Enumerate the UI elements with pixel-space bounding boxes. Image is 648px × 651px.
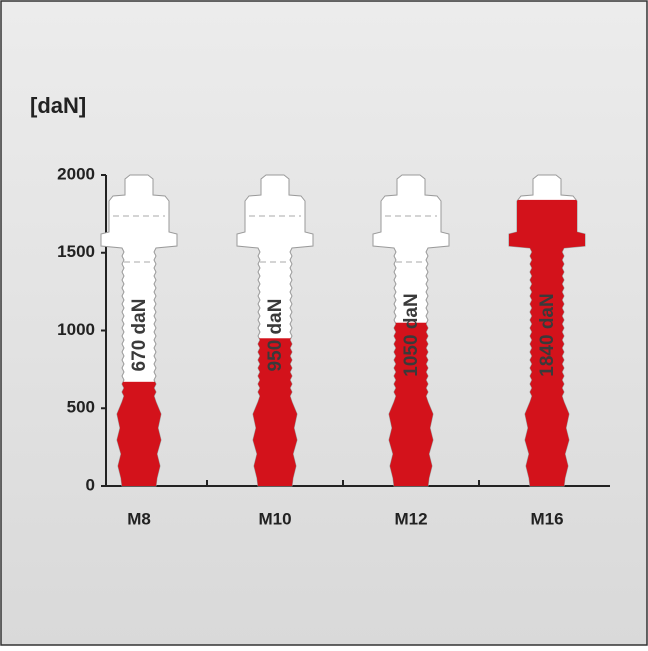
value-label: 950 daN	[265, 299, 286, 372]
value-label: 670 daN	[129, 299, 150, 372]
x-tick-label: M8	[127, 509, 151, 528]
x-tick-label: M10	[258, 509, 291, 528]
y-tick-label: 500	[67, 398, 95, 417]
y-axis-label: [daN]	[30, 93, 86, 118]
value-label: 1050 daN	[401, 293, 422, 376]
value-label: 1840 daN	[537, 293, 558, 376]
y-tick-label: 1500	[57, 242, 95, 261]
x-tick-label: M12	[394, 509, 427, 528]
x-tick-label: M16	[530, 509, 563, 528]
y-tick-label: 0	[86, 475, 95, 494]
y-tick-label: 1000	[57, 320, 95, 339]
y-tick-label: 2000	[57, 164, 95, 183]
